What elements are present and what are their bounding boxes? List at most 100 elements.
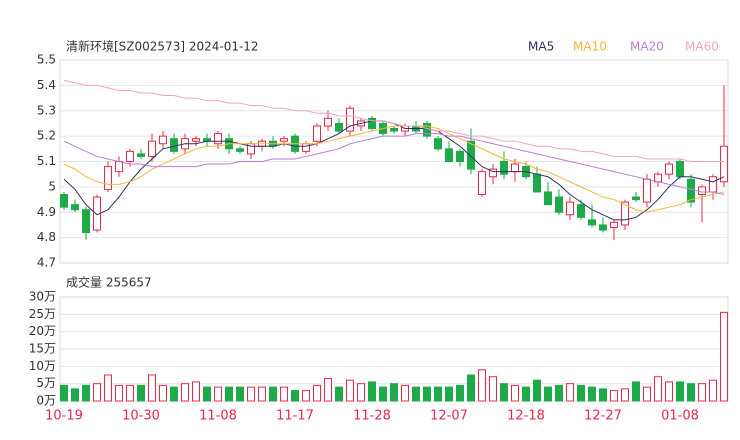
candle-body [632, 196, 640, 201]
x-tick-label: 10-19 [45, 409, 83, 424]
volume-bar [126, 384, 134, 402]
y-tick-label: 10万 [29, 359, 56, 373]
candle-body [82, 209, 90, 234]
y-tick-label: 4.7 [37, 256, 56, 270]
volume-bar [588, 386, 596, 402]
volume-bar [313, 384, 321, 402]
volume-bar [236, 386, 244, 402]
candle-body [170, 138, 178, 152]
x-tick-label: 11-28 [353, 409, 391, 424]
candle-body [709, 176, 717, 193]
candle-body [313, 125, 321, 142]
candle-body [115, 161, 123, 173]
volume-bar [511, 384, 519, 402]
candle-body [445, 148, 453, 162]
volume-bar [170, 386, 178, 402]
candle-body [698, 186, 706, 195]
candle-body [60, 193, 68, 208]
volume-bar [467, 374, 475, 402]
candle-body [654, 173, 662, 183]
volume-bar [544, 386, 552, 402]
volume-bar [555, 384, 563, 402]
legend-label: MA5 [528, 40, 554, 54]
volume-bar [181, 383, 189, 402]
y-tick-label: 20万 [29, 324, 56, 338]
candle-body [621, 201, 629, 226]
candle-body [665, 163, 673, 175]
volume-bar [533, 379, 541, 402]
candle-body [137, 153, 145, 157]
candle-body [368, 117, 376, 130]
candle-body [720, 145, 728, 183]
volume-bar [577, 384, 585, 402]
candle-body [676, 161, 684, 178]
candle-body [500, 161, 508, 175]
volume-bar [500, 383, 508, 402]
ma-line [63, 79, 724, 162]
y-tick-label: 5.3 [37, 103, 56, 117]
volume-bar [335, 386, 343, 402]
legend-label: MA10 [573, 40, 607, 54]
candle-body [324, 117, 332, 127]
candle-body [533, 173, 541, 193]
candle-body [566, 201, 574, 216]
volume-bar [159, 384, 167, 402]
candle-body [588, 219, 596, 226]
candle-body [434, 138, 442, 150]
x-tick-label: 11-17 [276, 409, 314, 424]
candle-body [71, 204, 79, 211]
candle-body [489, 168, 497, 178]
x-tick-label: 01-08 [661, 409, 699, 424]
candle-body [236, 148, 244, 152]
volume-bar [390, 383, 398, 402]
candle-body [159, 135, 167, 145]
candle-body [643, 178, 651, 203]
volume-bar [599, 388, 607, 402]
volume-bar [522, 386, 530, 402]
candle-body [280, 138, 288, 142]
volume-bar [643, 386, 651, 402]
candle-body [346, 107, 354, 132]
volume-bar [478, 369, 486, 402]
legend-label: MA60 [685, 40, 719, 54]
y-tick-label: 5.4 [37, 78, 56, 92]
candle-body [456, 150, 464, 163]
volume-bar [665, 381, 673, 402]
volume-bar [709, 379, 717, 402]
legend-label: MA20 [630, 40, 664, 54]
candle-body [126, 150, 134, 163]
y-tick-label: 30万 [29, 290, 56, 304]
candle-body [555, 196, 563, 213]
volume-bar [192, 381, 200, 402]
volume-bar [434, 386, 442, 402]
volume-bar [203, 386, 211, 402]
volume-bar [445, 386, 453, 402]
candle-body [478, 171, 486, 195]
x-tick-label: 12-07 [430, 409, 468, 424]
ma-line [63, 125, 725, 213]
volume-bar [610, 390, 618, 402]
volume-bar [346, 379, 354, 402]
volume-bar [247, 386, 255, 402]
x-tick-label: 12-18 [507, 409, 545, 424]
volume-bar [71, 388, 79, 402]
candle-body [577, 204, 585, 218]
y-tick-label: 5.5 [37, 53, 56, 67]
volume-bar [423, 386, 431, 402]
candle-body [599, 224, 607, 231]
candle-body [214, 133, 222, 145]
candle-body [610, 221, 618, 228]
volume-bar [412, 386, 420, 402]
volume-bar [291, 390, 299, 402]
y-tick-label: 4.8 [37, 230, 56, 244]
volume-bar [214, 386, 222, 402]
candle-body [467, 140, 475, 170]
candle-body [148, 140, 156, 157]
volume-bar [104, 374, 112, 402]
volume-bar [456, 384, 464, 402]
volume-bar [379, 386, 387, 402]
volume-bar [60, 384, 68, 402]
x-tick-label: 11-08 [199, 409, 237, 424]
volume-bar [115, 384, 123, 402]
